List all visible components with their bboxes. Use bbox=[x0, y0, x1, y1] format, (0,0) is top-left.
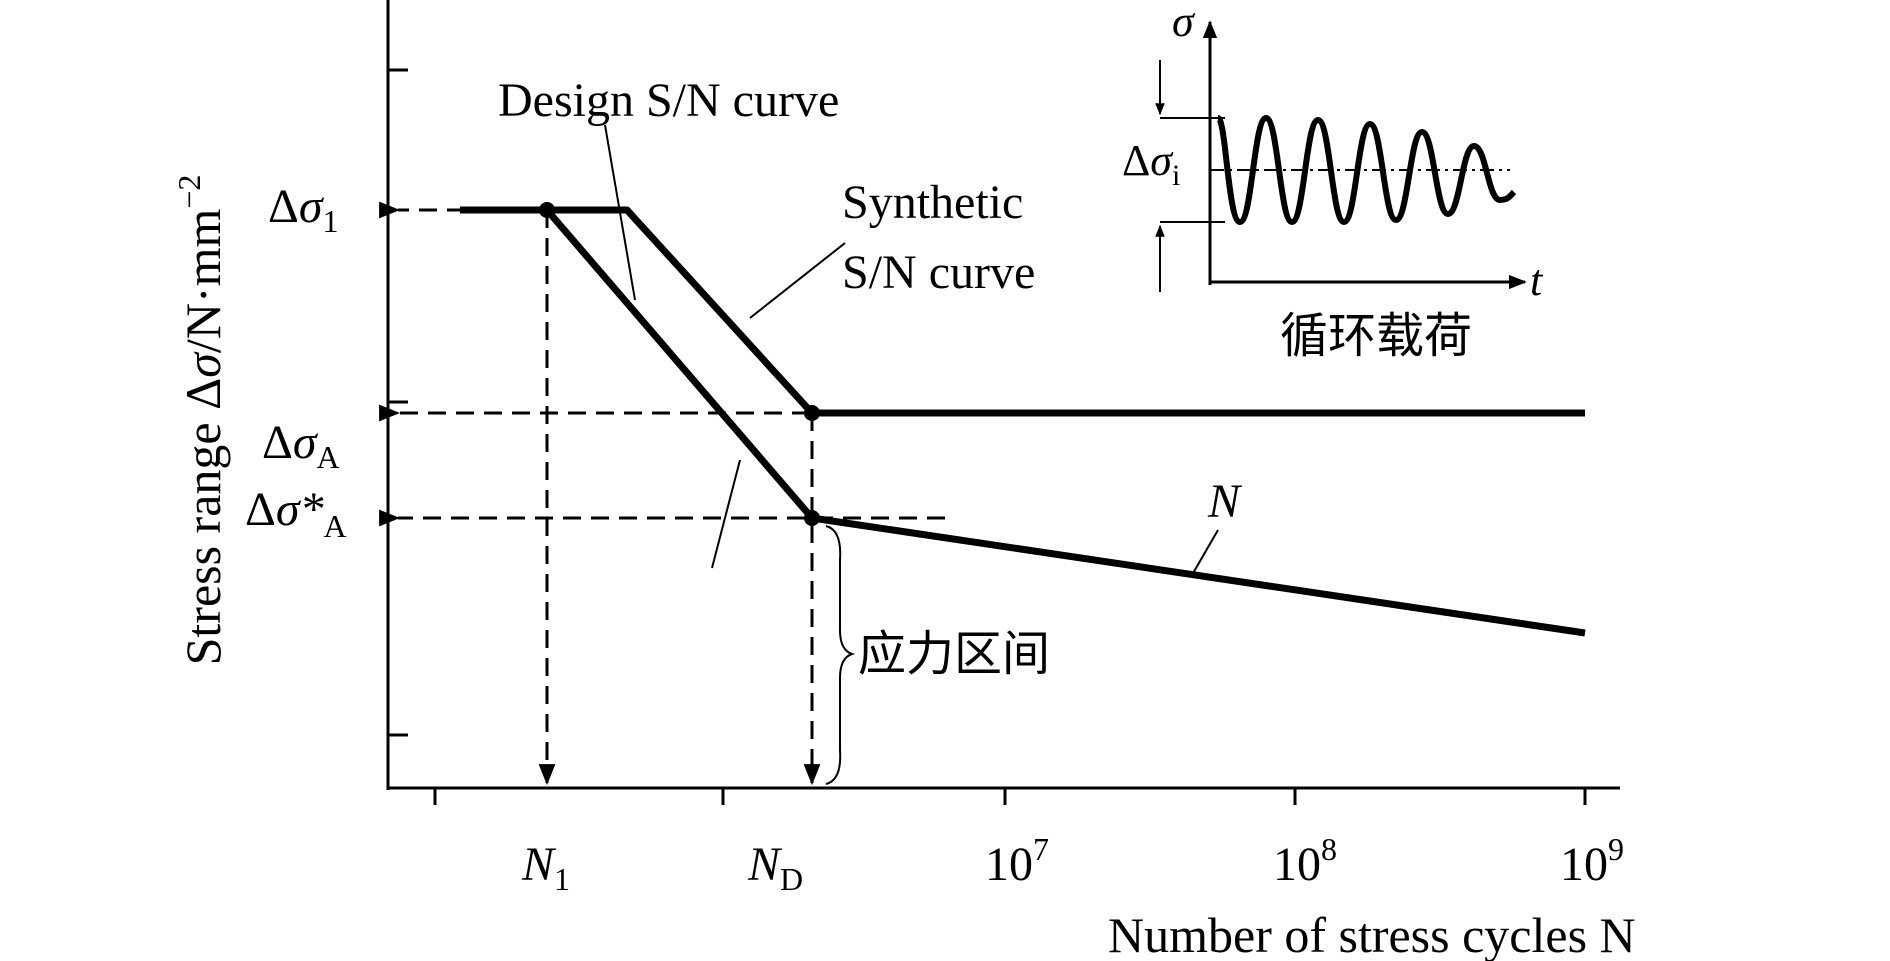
cyclic-load-label: 循环载荷 bbox=[1280, 310, 1472, 363]
synthetic-curve-label-line1: Synthetic bbox=[842, 176, 1023, 229]
inset-t-label: t bbox=[1530, 256, 1544, 305]
x-tick-nd: ND bbox=[747, 838, 803, 897]
y-tick-sigmaA-star: Δσ*A bbox=[245, 483, 347, 544]
x-tick-n1: N1 bbox=[521, 838, 570, 897]
x-tick-1e7: 107 bbox=[985, 831, 1049, 891]
inset-cyclic-load: σ t Δσi 循环载荷 bbox=[1122, 0, 1544, 363]
point-n1-sigma1 bbox=[539, 202, 555, 218]
stress-interval-brace bbox=[825, 525, 856, 785]
x-tick-marks bbox=[433, 788, 1587, 805]
y-axis-title: Stress range Δσ/N·mm−2 bbox=[171, 175, 231, 666]
point-nd-sigmaA bbox=[804, 405, 820, 421]
y-tick-marks bbox=[388, 68, 408, 737]
y-tick-sigmaA: ΔσA bbox=[262, 416, 340, 475]
inset-amplitude-label: Δσi bbox=[1122, 136, 1180, 192]
stress-interval-label: 应力区间 bbox=[858, 628, 1050, 681]
y-tick-sigma1: Δσ1 bbox=[268, 180, 339, 239]
synthetic-curve-label-line2: S/N curve bbox=[842, 246, 1035, 299]
inset-cyclic-waveform bbox=[1215, 114, 1517, 226]
point-nd-sigmaA-star bbox=[804, 510, 820, 526]
n-curve-leader bbox=[1191, 529, 1219, 576]
n-curve-label: N bbox=[1207, 475, 1243, 528]
design-curve-label: Design S/N curve bbox=[498, 74, 839, 127]
x-tick-1e8: 108 bbox=[1273, 831, 1337, 891]
design-curve-leader bbox=[604, 124, 636, 301]
inset-sigma-label: σ bbox=[1172, 0, 1196, 46]
design-curve-lower-leader bbox=[711, 459, 741, 569]
x-tick-1e9: 109 bbox=[1560, 831, 1624, 891]
synthetic-curve-leader bbox=[749, 242, 846, 319]
x-axis-title: Number of stress cycles N bbox=[1108, 907, 1636, 961]
design-sn-curve bbox=[544, 207, 1586, 637]
